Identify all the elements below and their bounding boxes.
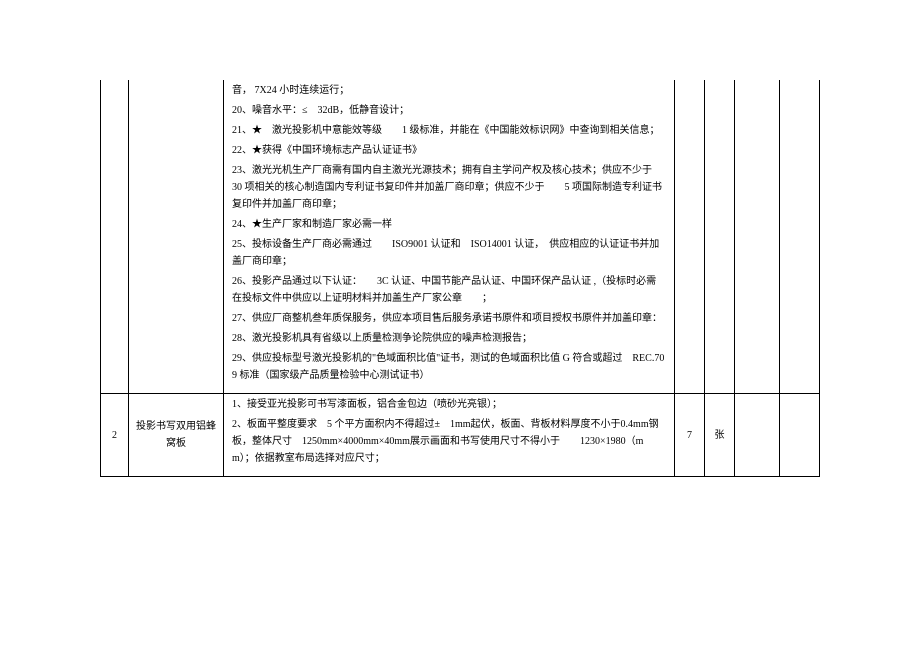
cell-qty — [675, 80, 705, 394]
spec-line: 26、投影产品通过以下认证： 3C 认证、中国节能产品认证、中国环保产品认证 ,… — [232, 273, 666, 307]
cell-index: 2 — [101, 394, 129, 477]
spec-table: 音， 7X24 小时连续运行； 20、噪音水平：≤ 32dB，低静音设计； 21… — [100, 80, 820, 477]
table-row: 2 投影书写双用铝蜂窝板 1、接受亚光投影可书写漆面板，铝合金包边（喷砂光亮银）… — [101, 394, 820, 477]
spec-line: 28、激光投影机具有省级以上质量检测争论院供应的噪声检测报告； — [232, 330, 666, 347]
document-page: 音， 7X24 小时连续运行； 20、噪音水平：≤ 32dB，低静音设计； 21… — [0, 0, 920, 651]
spec-line: 20、噪音水平：≤ 32dB，低静音设计； — [232, 102, 666, 119]
spec-line: 音， 7X24 小时连续运行； — [232, 82, 666, 99]
spec-line: 24、★生产厂家和制造厂家必需一样 — [232, 216, 666, 233]
cell-extra2 — [780, 80, 820, 394]
cell-extra1 — [735, 394, 780, 477]
cell-index — [101, 80, 129, 394]
spec-line: 27、供应厂商整机叁年质保服务，供应本项目售后服务承诺书原件和项目授权书原件并加… — [232, 310, 666, 327]
cell-name — [129, 80, 224, 394]
spec-line: 23、激光光机生产厂商需有国内自主激光光源技术；拥有自主学问产权及核心技术；供应… — [232, 162, 666, 213]
cell-spec: 音， 7X24 小时连续运行； 20、噪音水平：≤ 32dB，低静音设计； 21… — [224, 80, 675, 394]
cell-spec: 1、接受亚光投影可书写漆面板，铝合金包边（喷砂光亮银）； 2、板面平整度要求 5… — [224, 394, 675, 477]
spec-line: 25、投标设备生产厂商必需通过 ISO9001 认证和 ISO14001 认证，… — [232, 236, 666, 270]
cell-qty: 7 — [675, 394, 705, 477]
spec-line: 22、★获得《中国环境标志产品认证证书》 — [232, 142, 666, 159]
cell-extra2 — [780, 394, 820, 477]
cell-unit: 张 — [705, 394, 735, 477]
spec-line: 2、板面平整度要求 5 个平方面积内不得超过± 1mm起伏，板面、背板材料厚度不… — [232, 416, 666, 467]
spec-line: 1、接受亚光投影可书写漆面板，铝合金包边（喷砂光亮银）； — [232, 396, 666, 413]
spec-line: 21、★ 激光投影机中意能效等级 1 级标准，并能在《中国能效标识网》中查询到相… — [232, 122, 666, 139]
cell-extra1 — [735, 80, 780, 394]
cell-unit — [705, 80, 735, 394]
cell-name: 投影书写双用铝蜂窝板 — [129, 394, 224, 477]
table-row: 音， 7X24 小时连续运行； 20、噪音水平：≤ 32dB，低静音设计； 21… — [101, 80, 820, 394]
spec-line: 29、供应投标型号激光投影机的"色域面积比值"证书，测试的色域面积比值 G 符合… — [232, 350, 666, 384]
